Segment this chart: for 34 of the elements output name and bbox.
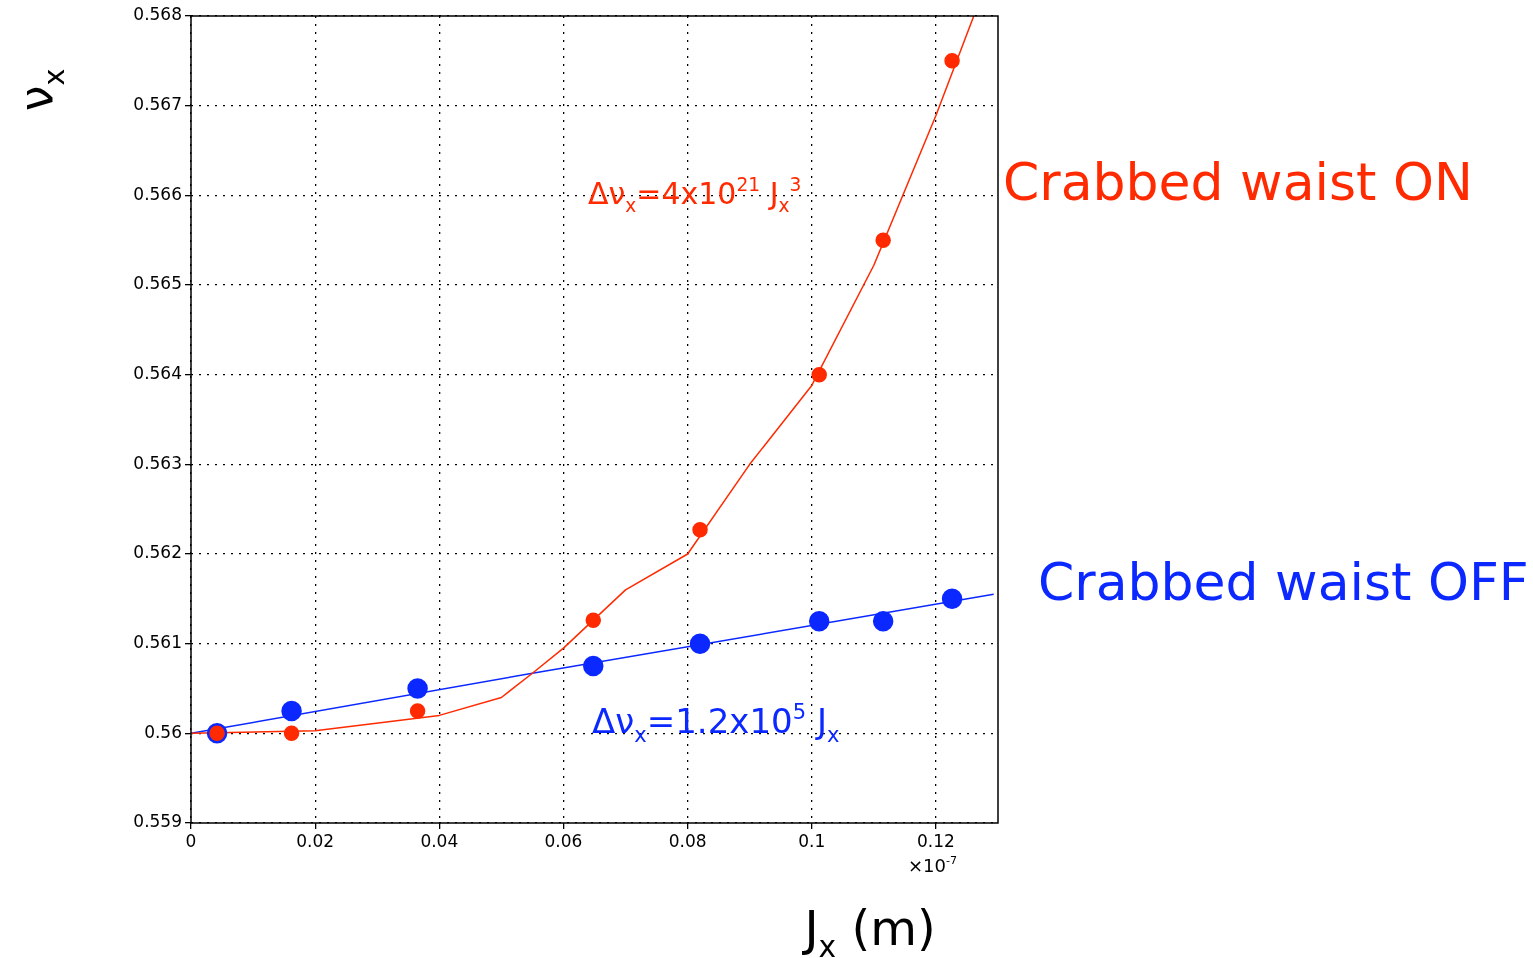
x-tick-label: 0.1: [798, 830, 826, 851]
x-tick-label: 0: [185, 830, 197, 851]
point: [941, 588, 963, 610]
point: [407, 678, 428, 699]
point: [875, 232, 891, 248]
point: [409, 703, 426, 719]
point: [283, 725, 300, 742]
point: [583, 655, 604, 677]
series-label: Crabbed waist OFF: [1038, 552, 1529, 612]
y-tick-label: 0.563: [133, 452, 182, 473]
x-tick-label: 0.12: [916, 830, 955, 851]
x-tick-label: 0.06: [544, 830, 583, 851]
point: [692, 522, 708, 538]
y-tick-label: 0.566: [133, 183, 182, 204]
x-tick-label: 0.08: [668, 830, 707, 851]
y-tick-label: 0.565: [133, 273, 182, 294]
point: [689, 633, 711, 654]
y-tick-label: 0.559: [133, 811, 182, 832]
series-label: Crabbed waist ON: [1003, 152, 1473, 212]
y-tick-label: 0.564: [133, 363, 182, 384]
point: [811, 366, 827, 383]
point: [808, 611, 830, 632]
y-tick-label: 0.568: [133, 4, 182, 25]
y-axis-title: νx: [9, 68, 71, 112]
y-tick-label: 0.562: [133, 542, 182, 563]
point: [944, 53, 960, 69]
point: [872, 611, 894, 632]
y-tick-label: 0.56: [144, 721, 182, 742]
y-tick-label: 0.561: [133, 632, 182, 653]
y-tick-label: 0.567: [133, 94, 182, 115]
point: [281, 700, 302, 722]
x-tick-label: 0.04: [420, 830, 459, 851]
point: [585, 612, 602, 629]
x-tick-label: 0.02: [296, 830, 335, 851]
